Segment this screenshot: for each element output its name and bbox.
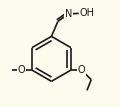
Text: O: O [78,65,85,75]
Text: OH: OH [80,8,95,18]
Text: N: N [65,9,72,19]
Text: O: O [18,65,25,75]
